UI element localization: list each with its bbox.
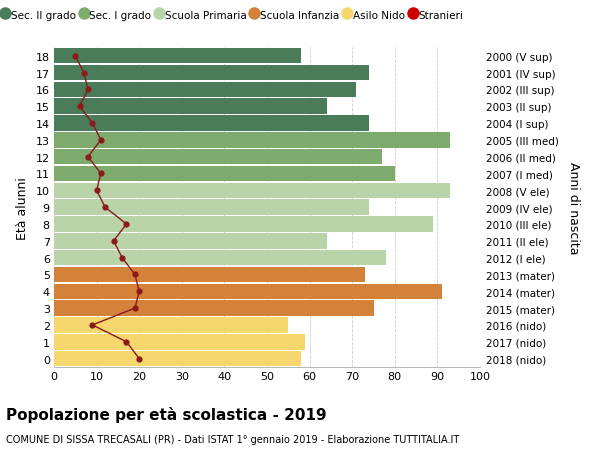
Bar xyxy=(54,234,326,249)
Bar xyxy=(54,267,365,283)
Bar xyxy=(54,99,326,115)
Bar xyxy=(54,284,442,299)
Bar xyxy=(54,217,433,232)
Bar xyxy=(54,183,450,199)
Text: Popolazione per età scolastica - 2019: Popolazione per età scolastica - 2019 xyxy=(6,406,326,422)
Bar xyxy=(54,351,301,367)
Bar xyxy=(54,133,450,148)
Bar xyxy=(54,83,356,98)
Bar xyxy=(54,301,373,316)
Y-axis label: Anni di nascita: Anni di nascita xyxy=(567,162,580,254)
Y-axis label: Età alunni: Età alunni xyxy=(16,176,29,239)
Bar xyxy=(54,200,369,215)
Bar xyxy=(54,334,305,350)
Bar xyxy=(54,150,382,165)
Text: COMUNE DI SISSA TRECASALI (PR) - Dati ISTAT 1° gennaio 2019 - Elaborazione TUTTI: COMUNE DI SISSA TRECASALI (PR) - Dati IS… xyxy=(6,434,459,444)
Bar xyxy=(54,49,301,64)
Bar xyxy=(54,66,369,81)
Bar xyxy=(54,116,369,131)
Bar xyxy=(54,250,386,266)
Bar xyxy=(54,167,395,182)
Bar xyxy=(54,318,288,333)
Legend: Sec. II grado, Sec. I grado, Scuola Primaria, Scuola Infanzia, Asilo Nido, Stran: Sec. II grado, Sec. I grado, Scuola Prim… xyxy=(2,10,463,21)
